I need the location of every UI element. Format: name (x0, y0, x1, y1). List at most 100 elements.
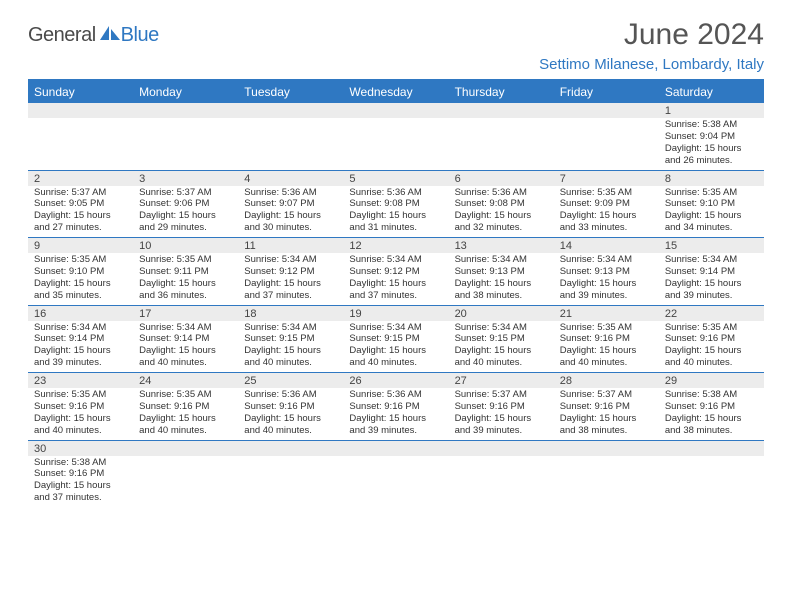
page-title: June 2024 (539, 18, 764, 52)
day-number: 6 (449, 171, 554, 186)
sunset-text: Sunset: 9:16 PM (455, 401, 550, 413)
daylight-text-2: and 33 minutes. (560, 222, 655, 234)
day-header: Monday (133, 81, 238, 103)
day-info: Sunrise: 5:35 AMSunset: 9:09 PMDaylight:… (554, 186, 659, 238)
sunset-text: Sunset: 9:12 PM (349, 266, 444, 278)
daylight-text-2: and 40 minutes. (244, 425, 339, 437)
day-number: 25 (238, 373, 343, 388)
sunset-text: Sunset: 9:16 PM (665, 401, 760, 413)
daylight-text-2: and 32 minutes. (455, 222, 550, 234)
day-number: 22 (659, 306, 764, 321)
daylight-text-2: and 39 minutes. (455, 425, 550, 437)
day-info (554, 456, 659, 508)
daynum-row: 2345678 (28, 171, 764, 186)
daylight-text-2: and 37 minutes. (244, 290, 339, 302)
day-number (133, 441, 238, 456)
sunset-text: Sunset: 9:15 PM (455, 333, 550, 345)
day-info (238, 118, 343, 170)
day-info: Sunrise: 5:36 AMSunset: 9:07 PMDaylight:… (238, 186, 343, 238)
sunrise-text: Sunrise: 5:34 AM (455, 254, 550, 266)
day-number: 16 (28, 306, 133, 321)
daylight-text-1: Daylight: 15 hours (349, 345, 444, 357)
sunset-text: Sunset: 9:06 PM (139, 198, 234, 210)
day-number: 15 (659, 238, 764, 253)
sunset-text: Sunset: 9:12 PM (244, 266, 339, 278)
header: General Blue June 2024 Settimo Milanese,… (28, 18, 764, 73)
sunrise-text: Sunrise: 5:37 AM (455, 389, 550, 401)
daylight-text-1: Daylight: 15 hours (244, 345, 339, 357)
day-number: 4 (238, 171, 343, 186)
daylight-text-1: Daylight: 15 hours (139, 345, 234, 357)
day-number: 3 (133, 171, 238, 186)
logo-text-blue: Blue (121, 24, 159, 47)
day-number (449, 441, 554, 456)
daylight-text-2: and 38 minutes. (455, 290, 550, 302)
daylight-text-2: and 38 minutes. (560, 425, 655, 437)
daylight-text-1: Daylight: 15 hours (34, 413, 129, 425)
day-info: Sunrise: 5:34 AMSunset: 9:15 PMDaylight:… (238, 321, 343, 373)
daylight-text-2: and 30 minutes. (244, 222, 339, 234)
sunset-text: Sunset: 9:16 PM (560, 401, 655, 413)
week-block: 2345678Sunrise: 5:37 AMSunset: 9:05 PMDa… (28, 171, 764, 239)
info-row: Sunrise: 5:38 AMSunset: 9:04 PMDaylight:… (28, 118, 764, 170)
day-number: 10 (133, 238, 238, 253)
daylight-text-2: and 39 minutes. (349, 425, 444, 437)
sunrise-text: Sunrise: 5:34 AM (244, 322, 339, 334)
day-number: 30 (28, 441, 133, 456)
sunset-text: Sunset: 9:16 PM (34, 468, 129, 480)
day-number: 7 (554, 171, 659, 186)
daylight-text-2: and 34 minutes. (665, 222, 760, 234)
sunrise-text: Sunrise: 5:36 AM (244, 187, 339, 199)
day-number: 8 (659, 171, 764, 186)
daylight-text-1: Daylight: 15 hours (244, 413, 339, 425)
sunrise-text: Sunrise: 5:34 AM (34, 322, 129, 334)
day-number: 18 (238, 306, 343, 321)
day-info: Sunrise: 5:36 AMSunset: 9:08 PMDaylight:… (343, 186, 448, 238)
sunrise-text: Sunrise: 5:36 AM (455, 187, 550, 199)
daylight-text-1: Daylight: 15 hours (455, 413, 550, 425)
day-info (449, 118, 554, 170)
sunset-text: Sunset: 9:16 PM (34, 401, 129, 413)
daynum-row: 23242526272829 (28, 373, 764, 388)
sunrise-text: Sunrise: 5:34 AM (455, 322, 550, 334)
sunset-text: Sunset: 9:16 PM (665, 333, 760, 345)
day-number (28, 103, 133, 118)
day-info (449, 456, 554, 508)
sunset-text: Sunset: 9:16 PM (349, 401, 444, 413)
sunrise-text: Sunrise: 5:34 AM (349, 322, 444, 334)
daylight-text-2: and 40 minutes. (665, 357, 760, 369)
daylight-text-2: and 31 minutes. (349, 222, 444, 234)
daynum-row: 30 (28, 441, 764, 456)
day-info: Sunrise: 5:35 AMSunset: 9:11 PMDaylight:… (133, 253, 238, 305)
sunset-text: Sunset: 9:10 PM (34, 266, 129, 278)
sunrise-text: Sunrise: 5:34 AM (244, 254, 339, 266)
daylight-text-1: Daylight: 15 hours (665, 210, 760, 222)
info-row: Sunrise: 5:38 AMSunset: 9:16 PMDaylight:… (28, 456, 764, 508)
sunrise-text: Sunrise: 5:35 AM (139, 389, 234, 401)
info-row: Sunrise: 5:35 AMSunset: 9:10 PMDaylight:… (28, 253, 764, 305)
daylight-text-1: Daylight: 15 hours (349, 278, 444, 290)
daylight-text-1: Daylight: 15 hours (455, 345, 550, 357)
weeks-container: 1Sunrise: 5:38 AMSunset: 9:04 PMDaylight… (28, 103, 764, 507)
sunrise-text: Sunrise: 5:35 AM (560, 187, 655, 199)
sunset-text: Sunset: 9:13 PM (455, 266, 550, 278)
week-block: 23242526272829Sunrise: 5:35 AMSunset: 9:… (28, 373, 764, 441)
sunrise-text: Sunrise: 5:35 AM (34, 389, 129, 401)
week-block: 16171819202122Sunrise: 5:34 AMSunset: 9:… (28, 306, 764, 374)
day-number: 13 (449, 238, 554, 253)
day-info: Sunrise: 5:36 AMSunset: 9:16 PMDaylight:… (343, 388, 448, 440)
sunrise-text: Sunrise: 5:34 AM (560, 254, 655, 266)
daylight-text-1: Daylight: 15 hours (560, 210, 655, 222)
day-info: Sunrise: 5:34 AMSunset: 9:12 PMDaylight:… (343, 253, 448, 305)
day-info (554, 118, 659, 170)
day-info: Sunrise: 5:34 AMSunset: 9:15 PMDaylight:… (449, 321, 554, 373)
daylight-text-2: and 40 minutes. (349, 357, 444, 369)
daylight-text-2: and 39 minutes. (560, 290, 655, 302)
info-row: Sunrise: 5:35 AMSunset: 9:16 PMDaylight:… (28, 388, 764, 440)
sunset-text: Sunset: 9:08 PM (349, 198, 444, 210)
day-info: Sunrise: 5:38 AMSunset: 9:04 PMDaylight:… (659, 118, 764, 170)
daylight-text-2: and 26 minutes. (665, 155, 760, 167)
day-header: Wednesday (343, 81, 448, 103)
sunset-text: Sunset: 9:15 PM (244, 333, 339, 345)
day-info: Sunrise: 5:34 AMSunset: 9:13 PMDaylight:… (449, 253, 554, 305)
